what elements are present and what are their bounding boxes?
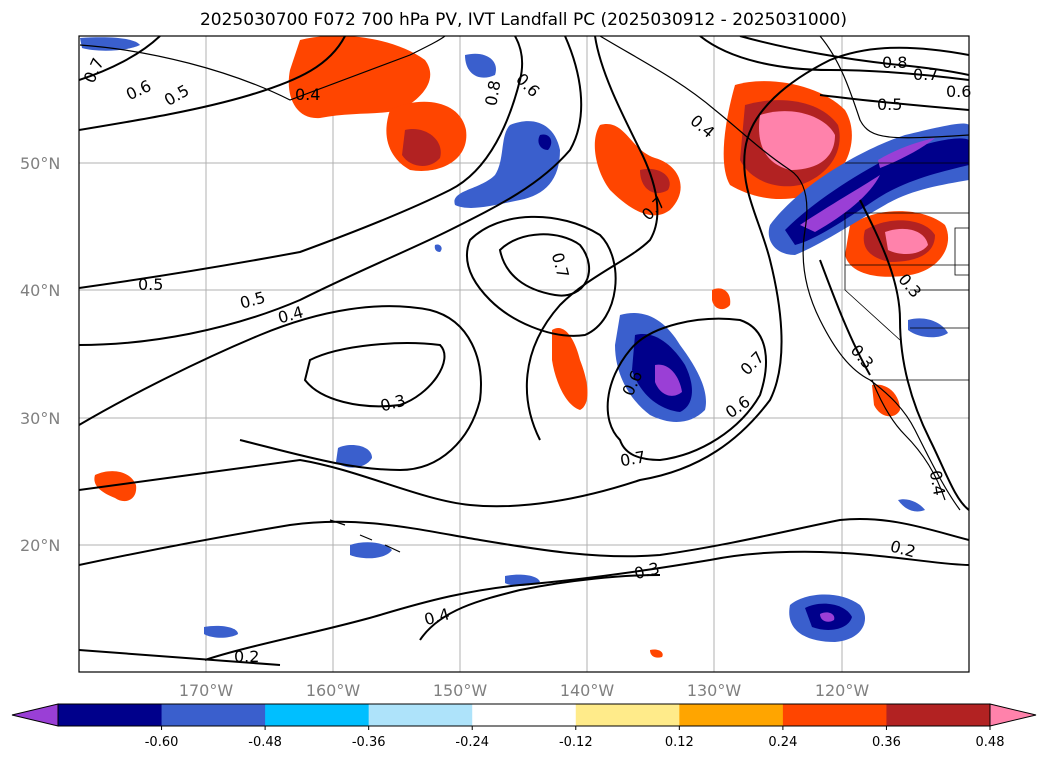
lon-label: 140°W <box>560 681 615 700</box>
positive-anomaly-patch <box>402 129 441 166</box>
positive-anomaly-patch <box>759 111 835 170</box>
lon-label: 150°W <box>433 681 488 700</box>
colorbar-tick-label: -0.36 <box>352 735 386 750</box>
colorbar-extend-max <box>989 703 1037 727</box>
contour-label: 0.2 <box>234 647 259 666</box>
lon-label: 160°W <box>306 681 361 700</box>
colorbar-tick-label: -0.48 <box>248 735 282 750</box>
positive-anomaly-patch <box>288 36 431 119</box>
map-title: 2025030700 F072 700 hPa PV, IVT Landfall… <box>199 10 847 30</box>
longitude-labels: 170°W 160°W 150°W 140°W 130°W 120°W <box>179 681 870 700</box>
positive-anomaly-patch <box>650 649 663 658</box>
contour-label: 0.7 <box>619 447 647 470</box>
contour-label: 0.8 <box>481 79 504 107</box>
colorbar-segment <box>161 704 266 726</box>
lat-label: 30°N <box>20 409 60 428</box>
negative-anomaly-patch <box>204 625 238 638</box>
colorbar-segment <box>679 704 784 726</box>
colorbar: -0.60 -0.48 -0.36 -0.24 -0.12 0.12 0.24 0.36 0.4… <box>11 703 1037 750</box>
colorbar-tick-label: -0.60 <box>145 735 179 750</box>
contour-label: 0.5 <box>138 275 163 294</box>
colorbar-tick-label: 0.48 <box>976 735 1005 750</box>
negative-anomaly-patch <box>434 244 442 252</box>
colorbar-segment <box>782 704 887 726</box>
pv-contours <box>79 36 969 666</box>
contour-label: 0.6 <box>946 82 971 101</box>
lat-label: 50°N <box>20 154 60 173</box>
contour-label: 0.5 <box>877 95 902 114</box>
lon-label: 120°W <box>815 681 870 700</box>
contour-label: 0.4 <box>295 85 320 104</box>
lat-label: 40°N <box>20 281 60 300</box>
ivt-fill-patches <box>80 36 969 658</box>
colorbar-tick-label: 0.24 <box>768 735 797 750</box>
positive-anomaly-patch <box>712 288 731 310</box>
colorbar-segment <box>575 704 680 726</box>
lon-label: 170°W <box>179 681 234 700</box>
colorbar-segment <box>472 704 577 726</box>
contour-label: 0.4 <box>926 469 949 497</box>
lat-label: 20°N <box>20 536 60 555</box>
negative-anomaly-patch <box>878 138 935 168</box>
positive-anomaly-patch <box>640 168 670 194</box>
colorbar-tick-label: 0.12 <box>665 735 694 750</box>
contour-label: 0.8 <box>882 53 907 72</box>
negative-anomaly-patch <box>336 445 372 468</box>
colorbar-segment <box>368 704 473 726</box>
positive-anomaly-patch <box>552 328 588 410</box>
colorbar-segment <box>58 704 163 726</box>
colorbar-outline <box>57 703 991 727</box>
colorbar-tick-label: -0.24 <box>455 735 489 750</box>
political-borders <box>844 162 969 381</box>
negative-anomaly-patch <box>465 53 496 78</box>
negative-anomaly-patch <box>80 37 140 51</box>
colorbar-tick-label: -0.12 <box>559 735 593 750</box>
negative-anomaly-patch <box>820 612 835 622</box>
positive-anomaly-patch <box>885 228 928 255</box>
colorbar-extend-min <box>11 703 59 727</box>
positive-anomaly-patch <box>94 471 137 502</box>
positive-anomaly-patch <box>872 384 900 417</box>
map-frame <box>78 35 970 673</box>
negative-anomaly-patch <box>898 499 925 512</box>
colorbar-segment <box>886 704 991 726</box>
negative-anomaly-patch <box>538 134 552 150</box>
latitude-labels: 50°N 40°N 30°N 20°N <box>20 154 60 555</box>
lon-label: 130°W <box>687 681 742 700</box>
negative-anomaly-patch <box>800 175 880 232</box>
colorbar-tick-label: 0.36 <box>872 735 901 750</box>
negative-anomaly-patch <box>454 121 560 208</box>
negative-anomaly-patch <box>655 364 682 396</box>
negative-anomaly-patch <box>350 542 392 559</box>
colorbar-segment <box>265 704 370 726</box>
contour-label: 0.7 <box>913 65 938 84</box>
